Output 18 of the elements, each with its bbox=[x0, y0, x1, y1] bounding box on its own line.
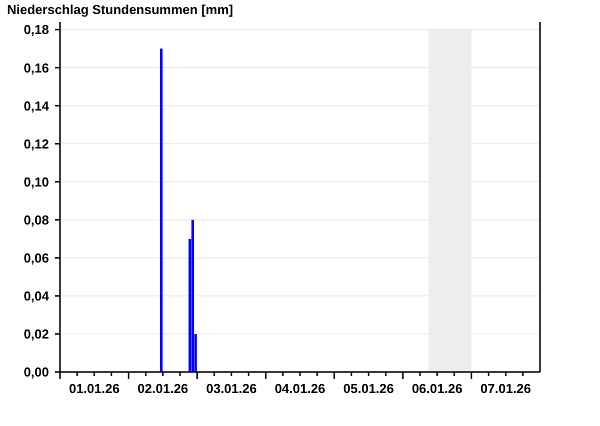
y-tick-label: 0,14 bbox=[24, 98, 50, 114]
chart-title: Niederschlag Stundensummen [mm] bbox=[7, 2, 234, 17]
y-tick-label: 0,04 bbox=[24, 288, 50, 304]
y-tick-label: 0,18 bbox=[24, 22, 49, 38]
y-tick-label: 0,06 bbox=[24, 250, 49, 266]
y-tick-label: 0,08 bbox=[24, 212, 49, 228]
x-tick-label: 06.01.26 bbox=[412, 381, 462, 396]
x-tick-label: 03.01.26 bbox=[206, 381, 257, 396]
y-tick-label: 0,02 bbox=[24, 326, 49, 342]
y-tick-label: 0,00 bbox=[24, 364, 49, 380]
x-tick-label: 07.01.26 bbox=[480, 381, 532, 396]
x-tick-label: 01.01.26 bbox=[68, 381, 120, 396]
x-tick-label: 05.01.26 bbox=[343, 381, 394, 396]
y-tick-label: 0,12 bbox=[24, 136, 49, 152]
y-tick-label: 0,10 bbox=[24, 174, 49, 190]
x-tick-label: 02.01.26 bbox=[138, 381, 188, 396]
y-tick-label: 0,16 bbox=[24, 60, 49, 76]
x-tick-label: 04.01.26 bbox=[274, 381, 326, 396]
